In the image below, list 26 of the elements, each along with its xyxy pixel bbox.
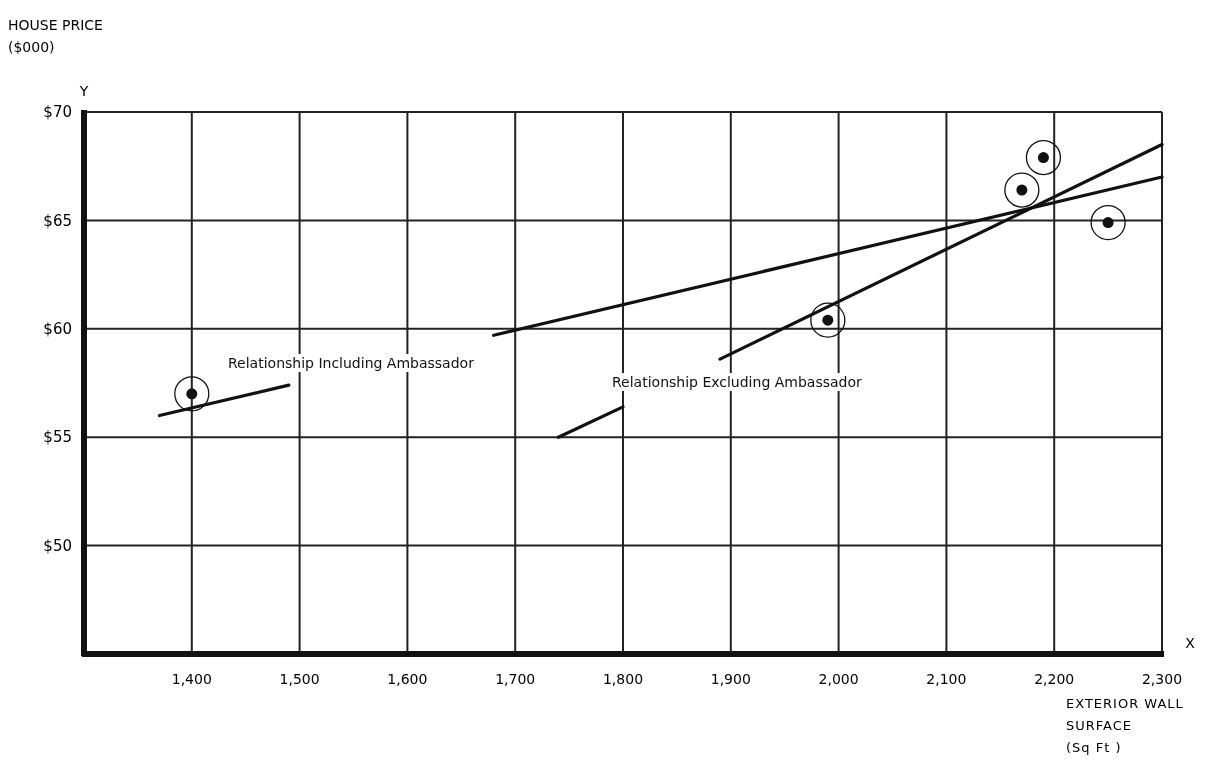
point (1025, 139, 1062, 176)
x-tick-label: 2,300 (1141, 671, 1183, 687)
x-tick-label: 2,200 (1034, 671, 1075, 687)
y-axis-title: HOUSE PRICE ($000) (8, 17, 103, 55)
x-tick-label: 1,400 (171, 671, 212, 687)
annotation: Relationship Including Ambassador (228, 354, 475, 371)
y-tick-label: $70 (43, 103, 72, 122)
x-tick-label: 1,900 (710, 671, 751, 687)
x-tick-label: 1,600 (387, 671, 428, 687)
annotation: Relationship Excluding Ambassador (612, 373, 863, 390)
text: Y (78, 83, 89, 99)
point (810, 302, 846, 338)
x-axis-title: EXTERIOR WALL SURFACE (Sq Ft ) (1066, 696, 1184, 755)
point (1004, 172, 1040, 208)
x-tick-label: 1,700 (495, 671, 536, 687)
y-tick-label: $55 (43, 428, 72, 447)
x-tick-label: 2,000 (818, 671, 859, 687)
y-tick-label: $60 (43, 320, 72, 339)
x-tick-label: 2,100 (926, 671, 967, 687)
text: X (1185, 635, 1196, 651)
y-tick-label: $65 (43, 211, 72, 230)
point (174, 376, 210, 412)
point (1090, 204, 1126, 241)
x-tick-label: 1,800 (602, 671, 644, 687)
y-tick-label: $50 (43, 536, 72, 555)
x-tick-label: 1,500 (279, 671, 320, 687)
